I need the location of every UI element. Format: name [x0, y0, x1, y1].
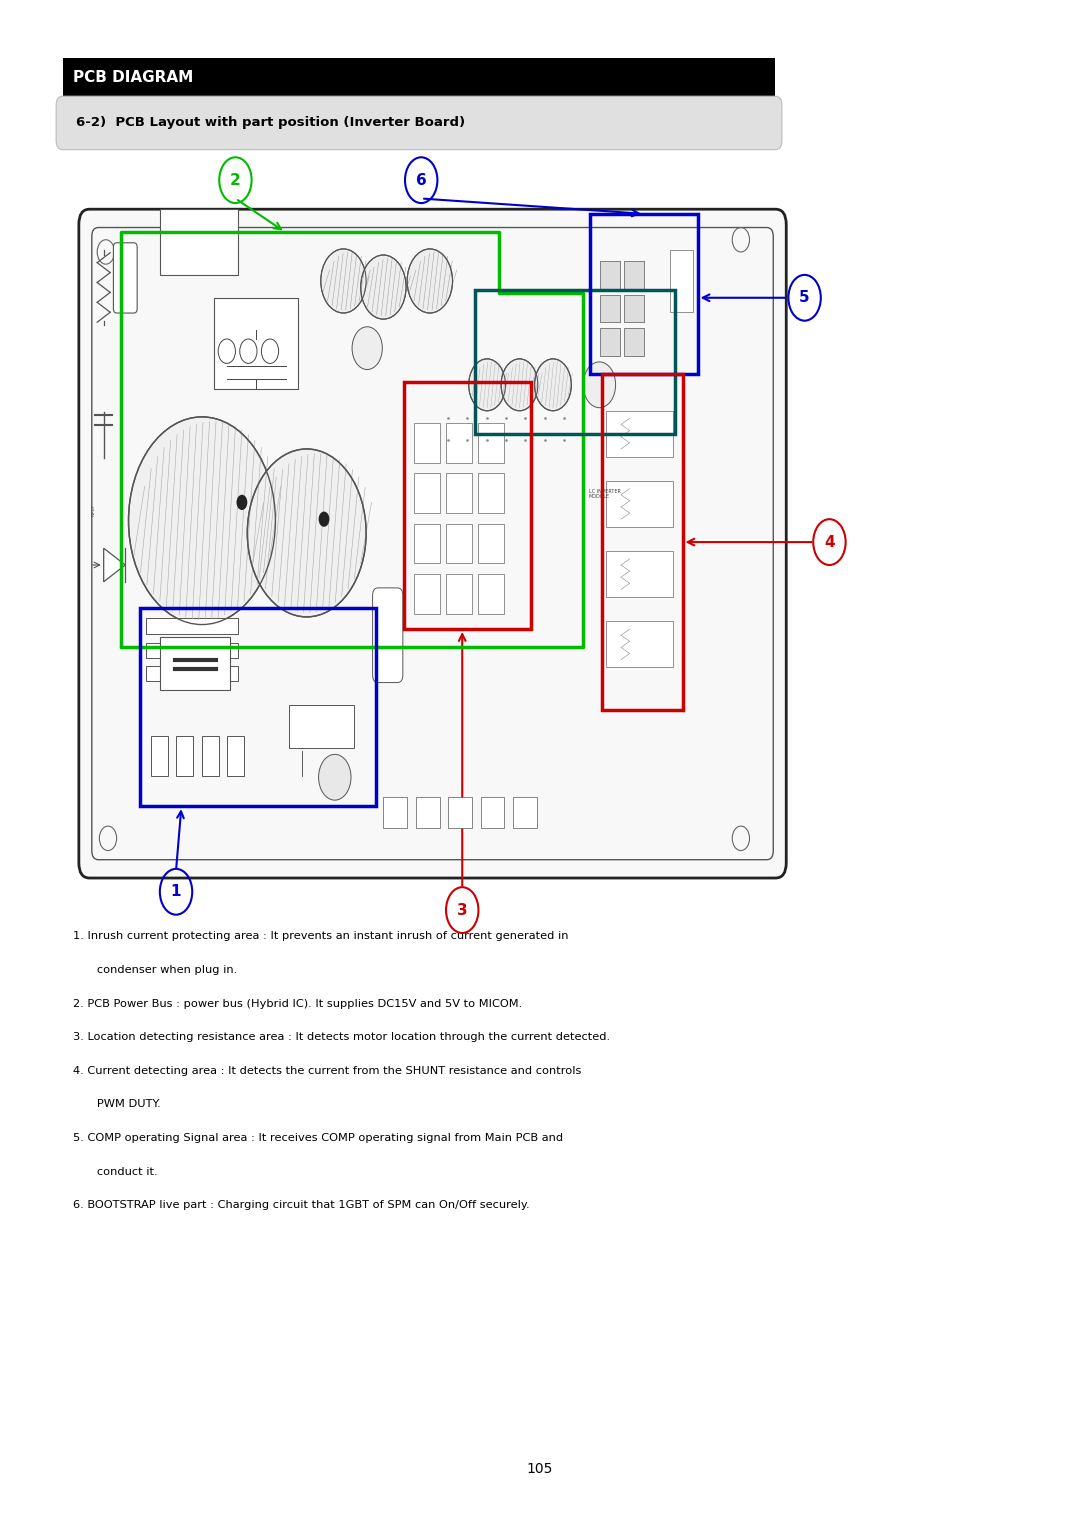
Circle shape: [501, 359, 538, 411]
Bar: [624, 328, 644, 356]
Bar: [160, 209, 238, 275]
Bar: [513, 797, 537, 828]
Bar: [383, 797, 407, 828]
FancyBboxPatch shape: [113, 243, 137, 313]
Bar: [446, 423, 472, 463]
Bar: [624, 261, 644, 289]
Text: 1: 1: [171, 884, 181, 899]
Text: 2. PCB Power Bus : power bus (Hybrid IC). It supplies DC15V and 5V to MICOM.: 2. PCB Power Bus : power bus (Hybrid IC)…: [73, 999, 523, 1009]
Bar: [478, 423, 504, 463]
Bar: [146, 666, 238, 681]
Bar: [446, 473, 472, 513]
Bar: [600, 328, 620, 356]
Bar: [600, 261, 620, 289]
Circle shape: [469, 359, 505, 411]
Bar: [146, 618, 238, 634]
Text: PCB DIAGRAM: PCB DIAGRAM: [73, 70, 193, 86]
Bar: [670, 250, 693, 312]
Circle shape: [535, 359, 571, 411]
Bar: [448, 797, 472, 828]
Bar: [176, 736, 193, 776]
Bar: [227, 736, 244, 776]
Circle shape: [352, 327, 382, 370]
Bar: [478, 574, 504, 614]
Text: 3. Location detecting resistance area : It detects motor location through the cu: 3. Location detecting resistance area : …: [73, 1032, 610, 1043]
Bar: [289, 705, 354, 748]
Bar: [160, 637, 230, 690]
Text: 6: 6: [416, 173, 427, 188]
Polygon shape: [104, 548, 125, 582]
Bar: [600, 295, 620, 322]
Bar: [475, 290, 675, 434]
Circle shape: [319, 754, 351, 800]
Text: 6-2)  PCB Layout with part position (Inverter Board): 6-2) PCB Layout with part position (Inve…: [76, 116, 464, 130]
Bar: [606, 551, 673, 597]
Text: 2: 2: [230, 173, 241, 188]
Circle shape: [129, 417, 275, 625]
Text: 5: 5: [799, 290, 810, 305]
Text: PWM DUTY.: PWM DUTY.: [86, 1099, 161, 1110]
Circle shape: [319, 512, 329, 527]
Bar: [414, 574, 440, 614]
Bar: [414, 473, 440, 513]
Text: 5. COMP operating Signal area : It receives COMP operating signal from Main PCB : 5. COMP operating Signal area : It recei…: [73, 1133, 564, 1144]
Text: 1. Inrush current protecting area : It prevents an instant inrush of current gen: 1. Inrush current protecting area : It p…: [73, 931, 569, 942]
Bar: [404, 382, 531, 629]
Bar: [478, 473, 504, 513]
Text: 3: 3: [457, 902, 468, 918]
Text: INPUT: INPUT: [92, 504, 96, 516]
Text: 6. BOOTSTRAP live part : Charging circuit that 1GBT of SPM can On/Off securely.: 6. BOOTSTRAP live part : Charging circui…: [73, 1200, 530, 1211]
Circle shape: [321, 249, 366, 313]
Bar: [202, 736, 219, 776]
Bar: [624, 295, 644, 322]
Bar: [606, 621, 673, 667]
Bar: [140, 608, 376, 806]
Text: condenser when plug in.: condenser when plug in.: [86, 965, 238, 976]
Circle shape: [583, 362, 616, 408]
Bar: [606, 481, 673, 527]
Bar: [214, 298, 298, 389]
Bar: [606, 411, 673, 457]
FancyBboxPatch shape: [79, 209, 786, 878]
Text: 4: 4: [824, 534, 835, 550]
Bar: [446, 524, 472, 563]
Circle shape: [247, 449, 366, 617]
Bar: [63, 58, 775, 98]
Bar: [481, 797, 504, 828]
FancyBboxPatch shape: [56, 96, 782, 150]
Text: 105: 105: [527, 1461, 553, 1477]
Bar: [416, 797, 440, 828]
Bar: [151, 736, 168, 776]
Bar: [602, 374, 683, 710]
FancyBboxPatch shape: [373, 588, 403, 683]
Text: LC INVERTER
MODULE: LC INVERTER MODULE: [589, 489, 621, 499]
Bar: [478, 524, 504, 563]
Circle shape: [237, 495, 247, 510]
Bar: [146, 643, 238, 658]
Bar: [414, 423, 440, 463]
Circle shape: [361, 255, 406, 319]
Text: 4. Current detecting area : It detects the current from the SHUNT resistance and: 4. Current detecting area : It detects t…: [73, 1066, 582, 1077]
Text: conduct it.: conduct it.: [86, 1167, 158, 1177]
Bar: [446, 574, 472, 614]
Circle shape: [407, 249, 453, 313]
Bar: [590, 214, 698, 374]
Bar: [414, 524, 440, 563]
